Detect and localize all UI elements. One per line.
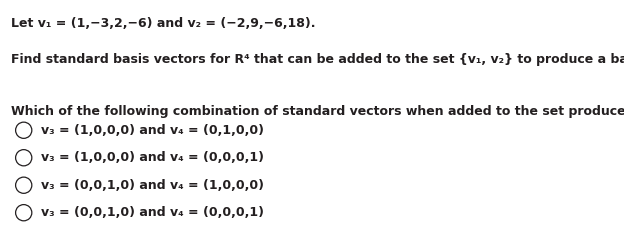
- Text: Which of the following combination of standard vectors when added to the set pro: Which of the following combination of st…: [11, 105, 624, 118]
- Text: Find standard basis vectors for R⁴ that can be added to the set {v₁, v₂} to prod: Find standard basis vectors for R⁴ that …: [11, 53, 624, 65]
- Text: v₃ = (1,0,0,0) and v₄ = (0,1,0,0): v₃ = (1,0,0,0) and v₄ = (0,1,0,0): [41, 124, 263, 137]
- Text: Let v₁ = (1,−3,2,−6) and v₂ = (−2,9,−6,18).: Let v₁ = (1,−3,2,−6) and v₂ = (−2,9,−6,1…: [11, 17, 316, 30]
- Text: v₃ = (0,0,1,0) and v₄ = (0,0,0,1): v₃ = (0,0,1,0) and v₄ = (0,0,0,1): [41, 206, 263, 219]
- Text: v₃ = (0,0,1,0) and v₄ = (1,0,0,0): v₃ = (0,0,1,0) and v₄ = (1,0,0,0): [41, 179, 263, 192]
- Text: v₃ = (1,0,0,0) and v₄ = (0,0,0,1): v₃ = (1,0,0,0) and v₄ = (0,0,0,1): [41, 151, 263, 164]
